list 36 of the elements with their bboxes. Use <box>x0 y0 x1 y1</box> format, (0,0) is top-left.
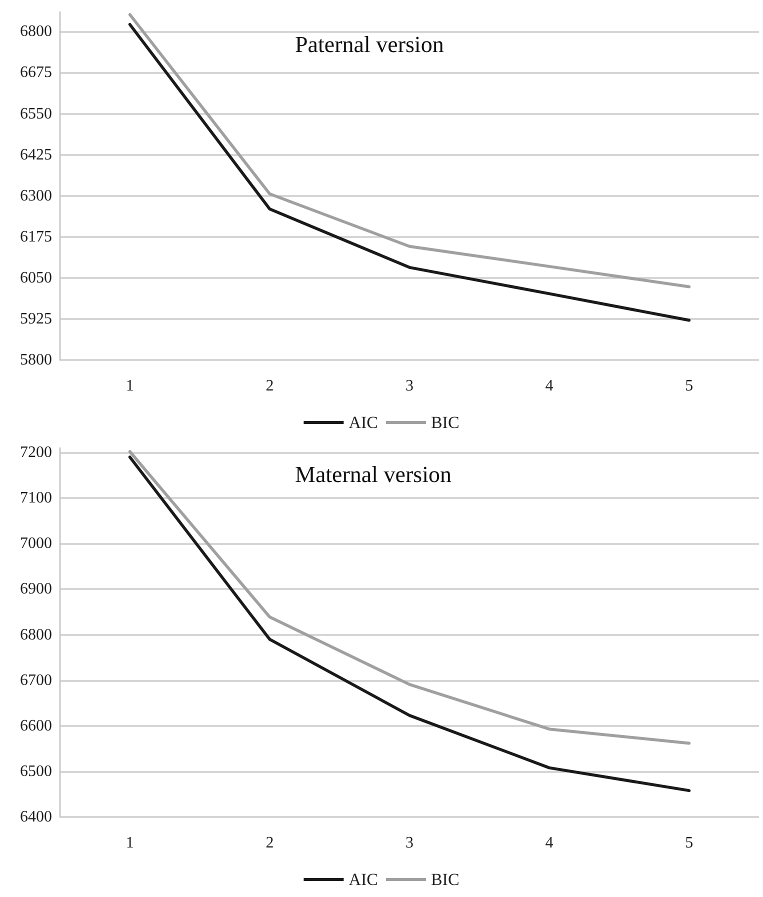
x-tick-label: 3 <box>406 834 414 852</box>
y-tick-label: 6550 <box>20 105 52 122</box>
legend-label: BIC <box>430 413 460 432</box>
y-tick-label: 6425 <box>20 146 52 164</box>
x-tick-label: 2 <box>266 378 274 394</box>
y-tick-label: 6050 <box>20 269 52 286</box>
x-tick-label: 3 <box>406 378 414 394</box>
x-tick-label: 5 <box>685 378 694 394</box>
y-tick-label: 5925 <box>20 310 52 328</box>
y-tick-label: 6900 <box>20 580 52 598</box>
y-tick-label: 6675 <box>20 64 52 82</box>
y-tick-label: 7100 <box>20 490 52 507</box>
x-tick-label: 4 <box>545 378 554 394</box>
legend-label: AIC <box>348 870 378 889</box>
y-tick-label: 7000 <box>20 535 52 552</box>
x-tick-label: 4 <box>545 834 554 852</box>
x-tick-label: 2 <box>266 834 274 852</box>
y-tick-label: 6400 <box>20 808 52 826</box>
x-tick-label: 1 <box>126 378 134 394</box>
x-tick-label: 5 <box>685 834 694 852</box>
y-tick-label: 6700 <box>20 672 52 689</box>
y-tick-label: 5800 <box>20 352 52 368</box>
y-tick-label: 6500 <box>20 762 52 780</box>
y-tick-label: 6800 <box>20 626 52 644</box>
y-tick-label: 6600 <box>20 717 52 734</box>
line-series <box>128 450 691 745</box>
y-tick-label: 7200 <box>20 444 52 462</box>
legend-label: AIC <box>348 413 378 432</box>
x-tick-label: 1 <box>126 834 134 852</box>
y-tick-label: 6800 <box>20 23 52 40</box>
text: Maternal version <box>295 462 452 487</box>
text: Paternal version <box>295 32 444 57</box>
line-series <box>128 456 691 792</box>
y-tick-label: 6175 <box>20 228 52 246</box>
y-tick-label: 6300 <box>20 187 52 204</box>
legend-label: BIC <box>430 870 460 889</box>
